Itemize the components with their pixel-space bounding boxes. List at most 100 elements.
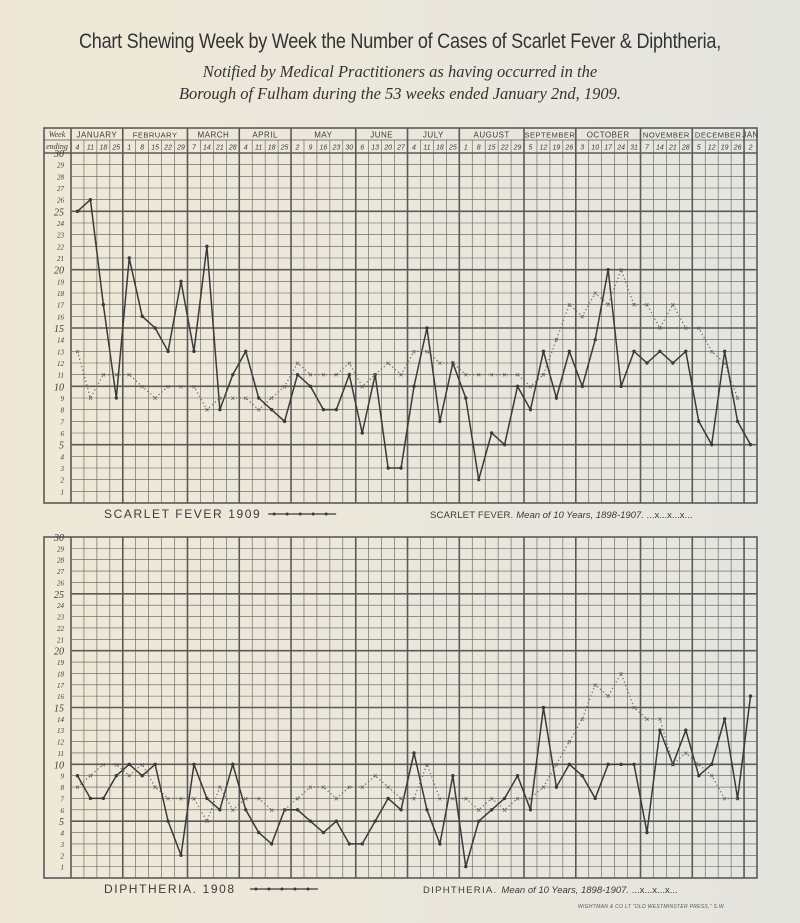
y-tick-label: 15 <box>54 324 64 335</box>
mean-point-marker: × <box>450 359 455 368</box>
mean-point-marker: × <box>463 794 468 803</box>
y-tick-label: 25 <box>54 207 64 218</box>
mean-point-marker: × <box>658 715 663 724</box>
y-tick-label: 16 <box>57 313 65 321</box>
current-point-marker <box>541 349 546 354</box>
mean-series-line <box>77 671 738 823</box>
mean-point-marker: × <box>593 289 598 298</box>
month-label-september: SEPTEMBER <box>525 131 576 140</box>
mean-point-marker: × <box>88 772 93 781</box>
mean-point-marker: × <box>269 394 274 403</box>
current-point-marker <box>502 796 507 801</box>
current-point-marker <box>632 349 636 354</box>
current-point-marker <box>166 819 170 823</box>
week-date-label: 18 <box>268 145 276 152</box>
y-tick-label: 13 <box>57 348 65 356</box>
y-tick-label: 21 <box>57 636 64 644</box>
y-tick-label: 17 <box>57 682 65 690</box>
mean-point-marker: × <box>412 794 417 803</box>
current-point-marker <box>334 407 339 412</box>
current-point-marker <box>515 384 520 389</box>
y-tick-label: 23 <box>57 614 65 622</box>
mean-point-marker: × <box>502 806 507 815</box>
y-tick-label: 14 <box>57 716 65 724</box>
legend-current-label: DIPHTHERIA. 1908 <box>104 882 236 896</box>
current-point-marker <box>321 407 326 412</box>
current-point-marker <box>606 267 610 272</box>
y-tick-label: 7 <box>61 418 65 426</box>
mean-point-marker: × <box>192 794 197 803</box>
legend-current-marker-sample <box>298 512 302 516</box>
current-point-marker <box>114 396 119 400</box>
week-date-label: 11 <box>255 145 262 152</box>
month-label-august: AUGUST <box>473 131 509 140</box>
y-tick-label: 20 <box>54 647 64 658</box>
week-date-label: 18 <box>436 145 444 152</box>
chart-subtitle-line-2: Borough of Fulham during the 53 weeks en… <box>178 84 622 103</box>
current-point-marker <box>658 728 662 732</box>
current-point-marker <box>192 349 196 354</box>
current-point-marker <box>606 762 610 767</box>
current-point-marker <box>425 326 429 330</box>
mean-point-marker: × <box>243 794 248 803</box>
week-date-label: 13 <box>371 145 379 152</box>
mean-point-marker: × <box>709 347 714 356</box>
y-tick-label: 23 <box>57 232 65 240</box>
current-point-marker <box>192 762 196 767</box>
current-point-marker <box>645 361 649 365</box>
week-date-label: 12 <box>708 145 716 152</box>
week-date-label: 8 <box>477 145 481 152</box>
current-point-marker <box>709 762 714 767</box>
week-date-label: 15 <box>151 145 159 152</box>
mean-point-marker: × <box>554 760 559 769</box>
week-date-label: 12 <box>540 145 548 152</box>
mean-point-marker: × <box>671 760 676 769</box>
week-date-label: 18 <box>99 145 107 152</box>
week-date-label: 5 <box>529 145 533 152</box>
mean-point-marker: × <box>425 760 430 769</box>
current-point-marker <box>101 302 106 307</box>
week-header-label: Week <box>49 130 66 139</box>
mean-point-marker: × <box>645 301 650 310</box>
y-tick-label: 27 <box>57 568 65 576</box>
current-point-marker <box>205 796 209 801</box>
y-tick-label: 13 <box>57 727 65 735</box>
mean-point-marker: × <box>218 783 223 792</box>
legend-current-marker-sample <box>293 887 297 891</box>
mean-point-marker: × <box>321 783 326 792</box>
mean-point-marker: × <box>412 347 417 356</box>
legend-current-marker-sample <box>324 512 328 516</box>
week-date-label: 21 <box>668 145 677 152</box>
y-tick-label: 12 <box>57 360 65 368</box>
current-point-marker <box>179 279 183 284</box>
mean-point-marker: × <box>541 371 546 380</box>
legend-current-marker-sample <box>267 887 271 891</box>
legend-current-label: SCARLET FEVER 1909 <box>104 507 261 521</box>
y-tick-label: 24 <box>57 602 65 610</box>
legend-current-marker-sample <box>285 512 289 516</box>
current-point-marker <box>88 197 93 202</box>
y-tick-label: 6 <box>61 430 65 438</box>
y-tick-label: 29 <box>57 162 65 170</box>
mean-point-marker: × <box>88 394 93 403</box>
current-point-marker <box>619 762 623 767</box>
mean-point-marker: × <box>127 772 132 781</box>
current-point-marker <box>735 419 740 424</box>
current-point-marker <box>567 762 572 767</box>
mean-point-marker: × <box>308 783 313 792</box>
mean-point-marker: × <box>554 336 559 345</box>
current-point-marker <box>697 419 701 424</box>
week-date-label: 6 <box>360 145 364 152</box>
mean-point-marker: × <box>373 371 378 380</box>
week-date-label: 21 <box>215 145 224 152</box>
month-label-october: OCTOBER <box>587 131 630 140</box>
mean-point-marker: × <box>127 371 132 380</box>
current-point-marker <box>308 384 313 389</box>
mean-point-marker: × <box>619 669 624 678</box>
current-point-marker <box>464 396 468 400</box>
y-tick-label: 29 <box>57 545 65 553</box>
current-point-marker <box>451 361 455 365</box>
y-tick-label: 4 <box>61 830 65 838</box>
current-point-marker <box>360 431 364 435</box>
